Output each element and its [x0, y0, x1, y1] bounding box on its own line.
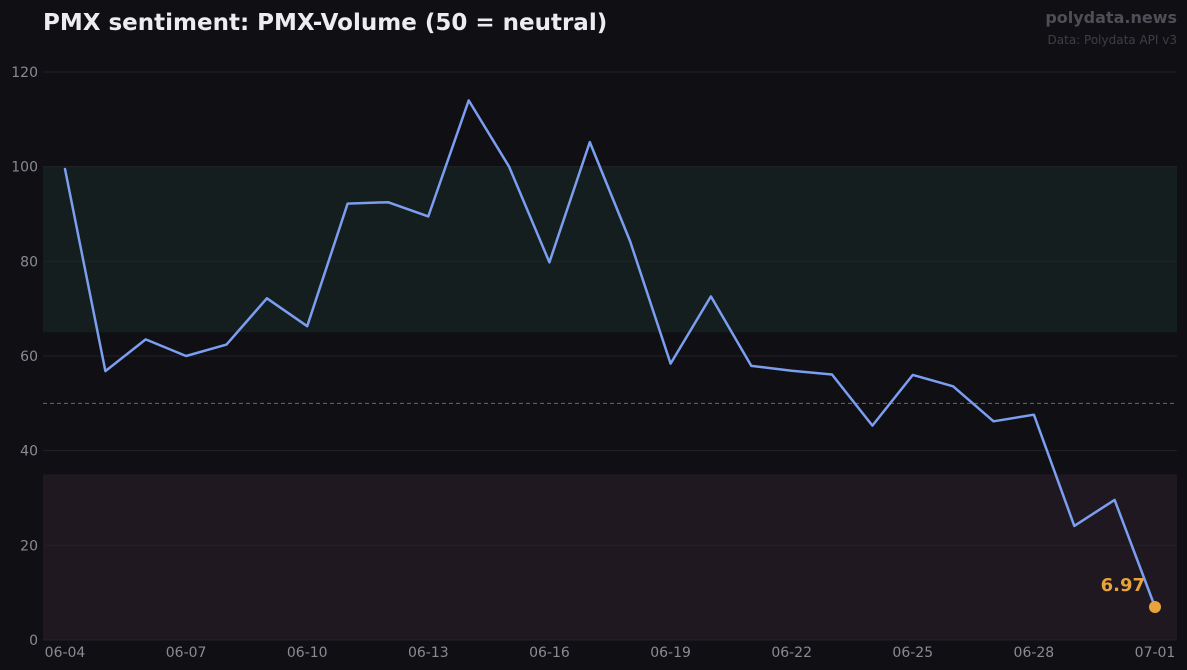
brand-label: polydata.news [1045, 8, 1177, 27]
y-tick-label: 120 [11, 65, 38, 81]
x-tick-label: 06-10 [287, 645, 328, 661]
x-tick-label: 06-25 [892, 645, 933, 661]
series-line [63, 99, 1157, 609]
last-value-label: 6.97 [1101, 575, 1145, 596]
bearish-band [43, 474, 1177, 640]
y-tick-label: 40 [20, 444, 38, 460]
x-tick-label: 06-04 [45, 645, 86, 661]
y-tick-label: 60 [20, 349, 38, 365]
y-tick-label: 100 [11, 160, 38, 176]
x-tick-label: 07-01 [1135, 645, 1176, 661]
x-tick-label: 06-16 [529, 645, 570, 661]
x-tick-label: 06-13 [408, 645, 449, 661]
x-tick-label: 06-22 [771, 645, 812, 661]
x-tick-label: 06-28 [1014, 645, 1055, 661]
last-point-marker [1149, 601, 1161, 614]
x-tick-label: 06-19 [650, 645, 691, 661]
chart-title: PMX sentiment: PMX-Volume (50 = neutral) [43, 10, 608, 36]
y-tick-label: 80 [20, 254, 38, 270]
y-tick-label: 20 [20, 538, 38, 554]
y-tick-label: 0 [29, 633, 38, 649]
x-tick-label: 06-07 [166, 645, 207, 661]
data-source-label: Data: Polydata API v3 [1047, 33, 1177, 47]
